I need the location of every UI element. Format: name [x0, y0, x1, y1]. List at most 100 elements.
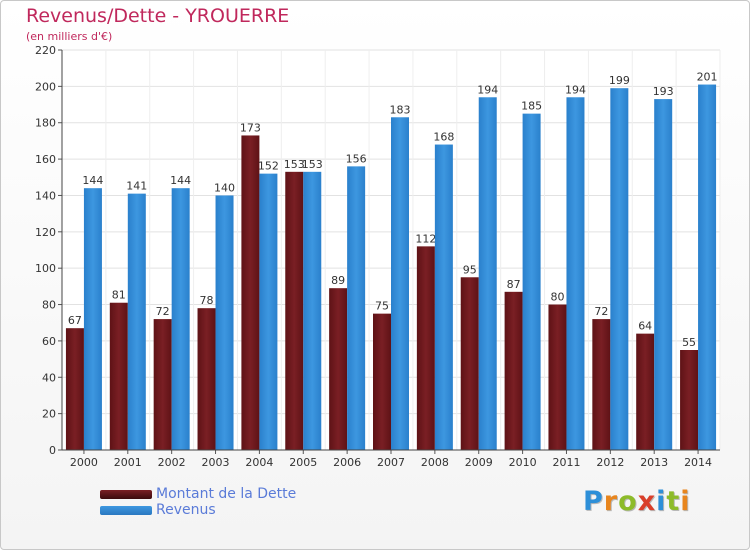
logo-letter: r: [603, 486, 619, 517]
data-label-revenus: 140: [214, 181, 235, 194]
bar-revenus: [654, 99, 673, 450]
x-tick-label: 2008: [421, 456, 449, 469]
bar-revenus: [259, 173, 278, 451]
data-label-revenus: 183: [390, 103, 411, 116]
x-tick-label: 2012: [596, 456, 624, 469]
data-label-dette: 95: [463, 263, 477, 276]
data-label-revenus: 194: [477, 83, 498, 96]
legend-swatch-dette: [100, 490, 152, 499]
legend-label-revenus: Revenus: [156, 502, 216, 518]
logo-letter: o: [618, 486, 638, 517]
bar-dette: [285, 171, 304, 450]
bar-dette: [373, 313, 391, 450]
bar-revenus: [434, 144, 453, 450]
bar-revenus: [171, 188, 190, 450]
x-tick-label: 2009: [465, 456, 493, 469]
y-tick-label: 40: [42, 371, 56, 384]
bar-revenus: [83, 188, 102, 450]
y-tick-label: 180: [35, 117, 56, 130]
x-tick-label: 2013: [640, 456, 668, 469]
y-tick-label: 220: [35, 44, 56, 57]
y-tick-label: 140: [35, 189, 56, 202]
y-tick-label: 200: [35, 80, 56, 93]
bar-dette: [460, 277, 479, 450]
bar-dette: [504, 291, 523, 450]
data-label-dette: 72: [594, 305, 608, 318]
bar-dette: [65, 328, 84, 450]
x-tick-label: 2010: [509, 456, 537, 469]
bar-dette: [548, 304, 567, 450]
x-tick-label: 2011: [552, 456, 580, 469]
data-label-dette: 173: [240, 121, 261, 134]
bar-revenus: [391, 117, 409, 450]
x-tick-label: 2004: [245, 456, 273, 469]
bar-revenus: [522, 113, 541, 451]
x-tick-label: 2014: [684, 456, 712, 469]
data-label-revenus: 194: [565, 83, 586, 96]
bar-dette: [109, 302, 128, 450]
data-label-dette: 78: [200, 294, 214, 307]
bar-dette: [680, 350, 699, 450]
data-label-dette: 72: [156, 305, 170, 318]
bar-dette: [592, 319, 611, 450]
logo-letter: i: [680, 486, 691, 517]
data-label-revenus: 152: [258, 160, 279, 173]
x-tick-label: 2006: [333, 456, 361, 469]
data-label-dette: 75: [375, 300, 389, 313]
data-label-dette: 80: [550, 291, 564, 304]
y-tick-label: 120: [35, 226, 56, 239]
data-label-revenus: 168: [433, 131, 454, 144]
bar-revenus: [127, 193, 146, 451]
bar-dette: [197, 308, 216, 450]
bar-dette: [636, 333, 655, 450]
legend-swatch-revenus: [100, 506, 152, 515]
proxiti-logo: Proxiti: [583, 486, 691, 517]
bar-revenus: [478, 97, 497, 450]
data-label-revenus: 144: [170, 174, 191, 187]
data-label-dette: 112: [415, 232, 436, 245]
bar-revenus: [698, 84, 717, 450]
x-tick-label: 2007: [377, 456, 405, 469]
data-label-revenus: 199: [609, 74, 630, 87]
data-label-revenus: 141: [126, 180, 147, 193]
y-tick-label: 60: [42, 335, 56, 348]
data-label-dette: 153: [284, 158, 305, 171]
logo-letter: x: [637, 486, 657, 517]
logo-letter: P: [583, 486, 604, 517]
y-tick-label: 160: [35, 153, 56, 166]
bar-dette: [416, 246, 435, 450]
bar-revenus: [347, 166, 366, 450]
bar-revenus: [215, 195, 234, 450]
logo-letter: i: [656, 486, 667, 517]
x-tick-label: 2005: [289, 456, 317, 469]
x-tick-label: 2002: [158, 456, 186, 469]
bar-revenus: [610, 88, 629, 450]
data-label-dette: 64: [638, 320, 652, 333]
data-label-dette: 89: [331, 274, 345, 287]
chart-subtitle: (en milliers d'€): [26, 30, 113, 43]
data-label-revenus: 144: [82, 174, 103, 187]
bar-dette: [241, 135, 260, 451]
x-tick-label: 2000: [70, 456, 98, 469]
bar-revenus: [303, 171, 322, 450]
data-label-revenus: 185: [521, 100, 542, 113]
data-label-revenus: 153: [302, 158, 323, 171]
y-tick-label: 100: [35, 262, 56, 275]
data-label-revenus: 201: [697, 71, 718, 84]
chart-title: Revenus/Dette - YROUERRE: [26, 5, 290, 27]
legend-label-dette: Montant de la Dette: [156, 486, 297, 502]
data-label-dette: 81: [112, 289, 126, 302]
bar-dette: [329, 288, 348, 450]
y-tick-label: 0: [49, 444, 56, 457]
bar-dette: [153, 319, 172, 450]
y-tick-label: 80: [42, 299, 56, 312]
data-label-revenus: 193: [653, 85, 674, 98]
logo-letter: t: [666, 486, 681, 517]
x-tick-label: 2003: [202, 456, 230, 469]
bar-revenus: [566, 97, 585, 450]
data-label-dette: 55: [682, 336, 696, 349]
data-label-dette: 67: [68, 314, 82, 327]
data-label-revenus: 156: [346, 152, 367, 165]
y-tick-label: 20: [42, 408, 56, 421]
